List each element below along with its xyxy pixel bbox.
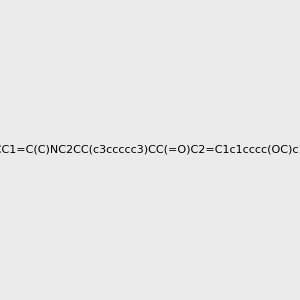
Text: N#CC1=C(C)NC2CC(c3ccccc3)CC(=O)C2=C1c1cccc(OC)c1OC: N#CC1=C(C)NC2CC(c3ccccc3)CC(=O)C2=C1c1cc…	[0, 145, 300, 155]
